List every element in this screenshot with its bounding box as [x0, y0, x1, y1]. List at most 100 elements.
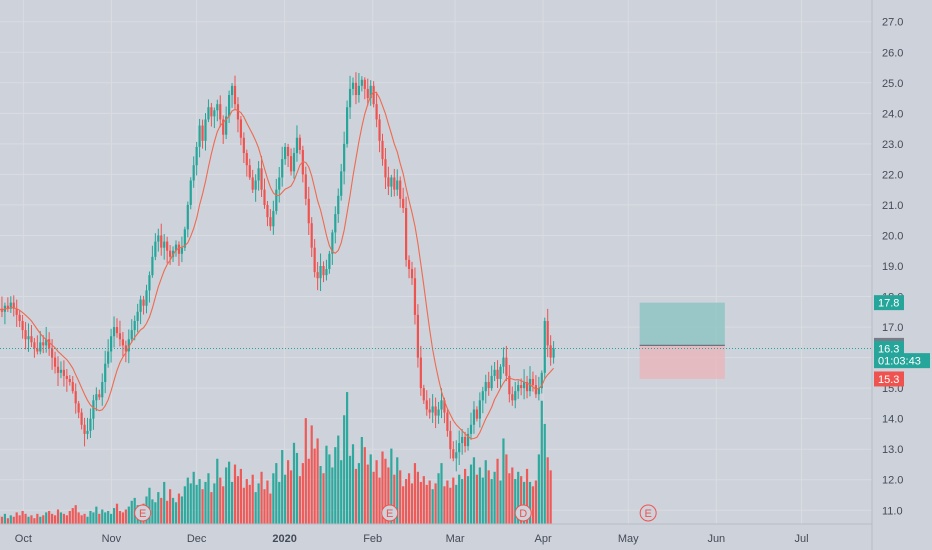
volume-bar [157, 492, 160, 524]
volume-bar [466, 476, 470, 524]
volume-bar [375, 460, 378, 524]
price-tick-label: 24.0 [882, 108, 903, 120]
price-label-box [874, 295, 904, 311]
long-position-tool[interactable] [639, 302, 725, 379]
candle-body [107, 351, 110, 364]
volume-bar [301, 463, 304, 524]
candle-body [62, 369, 65, 376]
volume-bar [53, 515, 57, 524]
volume-bar [517, 471, 520, 524]
candle-body [6, 305, 9, 309]
volume-bar [316, 438, 319, 524]
candle-body [192, 165, 195, 181]
candle-body [422, 388, 425, 401]
volume-bar [207, 473, 210, 524]
volume-bar [163, 481, 166, 524]
candle-body [104, 363, 107, 383]
candle-body [523, 382, 526, 389]
candle-body [455, 452, 458, 459]
candle-body [511, 394, 514, 401]
price-tick-label: 11.0 [882, 505, 903, 517]
volume-bar [549, 470, 552, 524]
volume-bar [431, 489, 434, 524]
moving-average-line [0, 91, 555, 440]
volume-bar [12, 516, 15, 524]
candle-body [183, 229, 186, 248]
candle-body [115, 327, 119, 334]
volume-bar [357, 463, 360, 524]
candle-body [83, 424, 86, 434]
volume-bar [65, 515, 68, 524]
volume-bar [254, 492, 257, 524]
candle-body [534, 385, 537, 395]
price-tick-label: 12.0 [882, 475, 903, 487]
volume-bar [195, 484, 198, 524]
volume-bar [86, 516, 89, 524]
volume-bar [434, 483, 437, 524]
volume-bar [505, 454, 508, 524]
candle-body [18, 314, 21, 321]
volume-bar [0, 516, 4, 524]
candle-body [502, 357, 505, 367]
volume-bar [369, 454, 372, 524]
volume-bar [337, 435, 340, 524]
volume-bar [71, 508, 74, 524]
candle-body [325, 269, 328, 276]
candle-body [210, 107, 213, 117]
volume-bar [192, 471, 195, 524]
volume-bar [440, 463, 443, 524]
candle-body [464, 436, 467, 447]
candle-body [434, 406, 437, 416]
candle-body [110, 336, 113, 352]
candle-body [537, 388, 540, 395]
volume-bar [363, 447, 366, 524]
candle-body [393, 177, 396, 190]
candle-body [130, 330, 133, 340]
candle-body [531, 378, 535, 386]
candle-body [174, 244, 178, 251]
candle-body [334, 214, 337, 233]
candle-body [233, 85, 237, 105]
price-label-box [874, 371, 904, 387]
volume-bar [425, 484, 428, 524]
volume-bar [319, 466, 322, 524]
volume-bar [437, 473, 440, 524]
volume-bar [484, 460, 487, 524]
volume-bar [154, 502, 157, 524]
candle-body [33, 342, 36, 349]
candle-body [348, 88, 352, 108]
volume-bar [340, 460, 343, 524]
volume-bar [269, 493, 272, 524]
candle-body [222, 119, 225, 135]
volume-bar [115, 503, 119, 524]
candle-body [45, 339, 48, 346]
time-tick-label: Jul [794, 533, 808, 545]
volume-bar [101, 509, 104, 524]
volume-bar [216, 458, 219, 524]
candle-body [154, 241, 157, 257]
candle-body [472, 409, 476, 425]
volume-bar [537, 454, 540, 524]
candle-body [245, 153, 248, 166]
price-tick-label: 25.0 [882, 78, 903, 90]
volume-bar [39, 516, 42, 524]
volume-bar [48, 510, 51, 524]
volume-bar [443, 486, 446, 524]
price-label-box [874, 353, 930, 369]
candle-body [101, 382, 104, 398]
candle-body [133, 320, 136, 331]
volume-bar [313, 448, 316, 524]
volume-bar [127, 506, 130, 524]
candle-body [493, 369, 496, 376]
volume-bar [461, 479, 464, 524]
volume-bar [381, 451, 384, 524]
candle-body [487, 382, 490, 389]
volume-bar [523, 481, 526, 524]
volume-bar [487, 470, 490, 524]
candle-body [98, 394, 101, 398]
candle-body [278, 177, 281, 190]
volume-bar [15, 512, 18, 524]
